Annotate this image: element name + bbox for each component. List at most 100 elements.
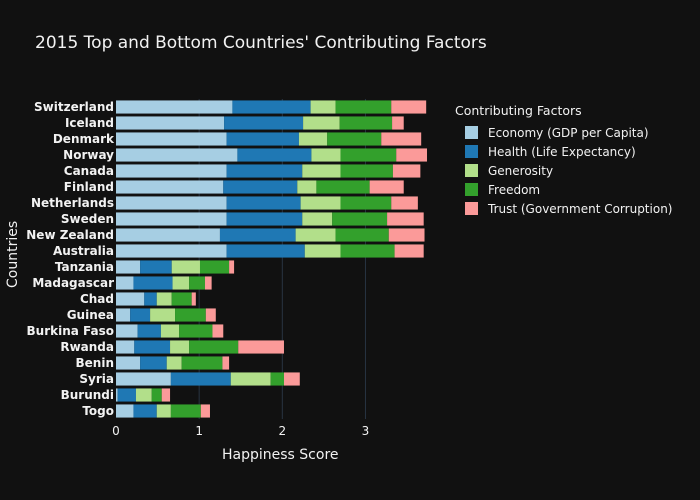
bar-switzerland-series-2[interactable] — [310, 100, 336, 114]
bar-burkina-faso-series-0[interactable] — [116, 324, 138, 338]
legend-item[interactable]: Generosity — [455, 161, 672, 180]
bar-canada-series-2[interactable] — [302, 164, 341, 178]
bar-canada-series-1[interactable] — [226, 164, 303, 178]
bar-burundi-series-0[interactable] — [116, 388, 118, 402]
bar-madagascar-series-0[interactable] — [116, 276, 134, 290]
bar-tanzania-series-3[interactable] — [199, 260, 230, 274]
bar-norway-series-1[interactable] — [237, 148, 312, 162]
bar-benin-series-2[interactable] — [166, 356, 182, 370]
bar-burkina-faso-series-2[interactable] — [160, 324, 180, 338]
bar-netherlands-series-4[interactable] — [391, 196, 418, 210]
bar-switzerland-series-0[interactable] — [116, 100, 233, 114]
bar-guinea-series-0[interactable] — [116, 308, 131, 322]
bar-iceland-series-4[interactable] — [392, 116, 404, 130]
bar-norway-series-3[interactable] — [340, 148, 397, 162]
bar-finland-series-0[interactable] — [116, 180, 224, 194]
bar-chad-series-4[interactable] — [191, 292, 196, 306]
bar-sweden-series-2[interactable] — [302, 212, 333, 226]
bar-rwanda-series-1[interactable] — [134, 340, 171, 354]
bar-rwanda-series-0[interactable] — [116, 340, 135, 354]
bar-sweden-series-4[interactable] — [387, 212, 424, 226]
bar-benin-series-0[interactable] — [116, 356, 141, 370]
bar-guinea-series-2[interactable] — [150, 308, 176, 322]
bar-finland-series-4[interactable] — [369, 180, 404, 194]
bar-burundi-series-1[interactable] — [117, 388, 136, 402]
bar-iceland-series-3[interactable] — [339, 116, 393, 130]
bar-syria-series-2[interactable] — [230, 372, 271, 386]
bar-chad-series-1[interactable] — [144, 292, 157, 306]
bar-switzerland-series-1[interactable] — [232, 100, 311, 114]
bar-burkina-faso-series-3[interactable] — [179, 324, 213, 338]
legend-item[interactable]: Trust (Government Corruption) — [455, 199, 672, 218]
bar-canada-series-4[interactable] — [392, 164, 421, 178]
bar-madagascar-series-3[interactable] — [189, 276, 205, 290]
bar-norway-series-4[interactable] — [396, 148, 428, 162]
bar-netherlands-series-3[interactable] — [340, 196, 392, 210]
bar-netherlands-series-1[interactable] — [226, 196, 301, 210]
bar-australia-series-2[interactable] — [304, 244, 341, 258]
bar-togo-series-1[interactable] — [133, 404, 157, 418]
bar-chad-series-0[interactable] — [116, 292, 145, 306]
bar-sweden-series-3[interactable] — [332, 212, 388, 226]
bar-switzerland-series-3[interactable] — [335, 100, 392, 114]
bar-syria-series-1[interactable] — [170, 372, 231, 386]
bar-sweden-series-1[interactable] — [226, 212, 303, 226]
bar-australia-series-4[interactable] — [394, 244, 424, 258]
bar-australia-series-3[interactable] — [340, 244, 395, 258]
bar-australia-series-1[interactable] — [226, 244, 305, 258]
legend-item[interactable]: Health (Life Expectancy) — [455, 142, 672, 161]
bar-switzerland-series-4[interactable] — [391, 100, 427, 114]
bar-netherlands-series-2[interactable] — [300, 196, 341, 210]
bar-new-zealand-series-2[interactable] — [295, 228, 336, 242]
bar-tanzania-series-1[interactable] — [140, 260, 172, 274]
bar-norway-series-2[interactable] — [311, 148, 341, 162]
bar-tanzania-series-0[interactable] — [116, 260, 141, 274]
bar-finland-series-1[interactable] — [223, 180, 298, 194]
bar-finland-series-2[interactable] — [297, 180, 317, 194]
bar-rwanda-series-4[interactable] — [238, 340, 284, 354]
bar-netherlands-series-0[interactable] — [116, 196, 227, 210]
bar-new-zealand-series-1[interactable] — [219, 228, 296, 242]
bar-chad-series-2[interactable] — [156, 292, 172, 306]
bar-madagascar-series-1[interactable] — [133, 276, 173, 290]
bar-guinea-series-3[interactable] — [175, 308, 206, 322]
bar-madagascar-series-4[interactable] — [204, 276, 212, 290]
bar-new-zealand-series-0[interactable] — [116, 228, 220, 242]
bar-benin-series-4[interactable] — [222, 356, 230, 370]
bar-denmark-series-1[interactable] — [226, 132, 299, 146]
bar-burundi-series-4[interactable] — [161, 388, 171, 402]
bar-denmark-series-2[interactable] — [298, 132, 328, 146]
bar-togo-series-0[interactable] — [116, 404, 134, 418]
bar-new-zealand-series-3[interactable] — [335, 228, 389, 242]
bar-rwanda-series-3[interactable] — [189, 340, 239, 354]
bar-burundi-series-2[interactable] — [135, 388, 152, 402]
bar-sweden-series-0[interactable] — [116, 212, 227, 226]
bar-syria-series-3[interactable] — [270, 372, 284, 386]
bar-denmark-series-3[interactable] — [327, 132, 382, 146]
bar-denmark-series-4[interactable] — [381, 132, 422, 146]
bar-tanzania-series-4[interactable] — [229, 260, 235, 274]
bar-syria-series-4[interactable] — [283, 372, 300, 386]
bar-madagascar-series-2[interactable] — [172, 276, 190, 290]
bar-iceland-series-0[interactable] — [116, 116, 225, 130]
bar-new-zealand-series-4[interactable] — [388, 228, 425, 242]
bar-benin-series-1[interactable] — [140, 356, 167, 370]
bar-togo-series-4[interactable] — [200, 404, 210, 418]
bar-denmark-series-0[interactable] — [116, 132, 227, 146]
bar-rwanda-series-2[interactable] — [170, 340, 190, 354]
legend-item[interactable]: Economy (GDP per Capita) — [455, 123, 672, 142]
bar-benin-series-3[interactable] — [181, 356, 223, 370]
bar-guinea-series-1[interactable] — [130, 308, 151, 322]
bar-australia-series-0[interactable] — [116, 244, 227, 258]
bar-burkina-faso-series-1[interactable] — [137, 324, 161, 338]
bar-norway-series-0[interactable] — [116, 148, 238, 162]
bar-togo-series-3[interactable] — [170, 404, 201, 418]
bar-iceland-series-2[interactable] — [303, 116, 340, 130]
bar-chad-series-3[interactable] — [171, 292, 192, 306]
bar-finland-series-3[interactable] — [316, 180, 370, 194]
bar-burundi-series-3[interactable] — [151, 388, 162, 402]
bar-canada-series-0[interactable] — [116, 164, 227, 178]
bar-tanzania-series-2[interactable] — [171, 260, 200, 274]
legend-item[interactable]: Freedom — [455, 180, 672, 199]
bar-burkina-faso-series-4[interactable] — [212, 324, 224, 338]
